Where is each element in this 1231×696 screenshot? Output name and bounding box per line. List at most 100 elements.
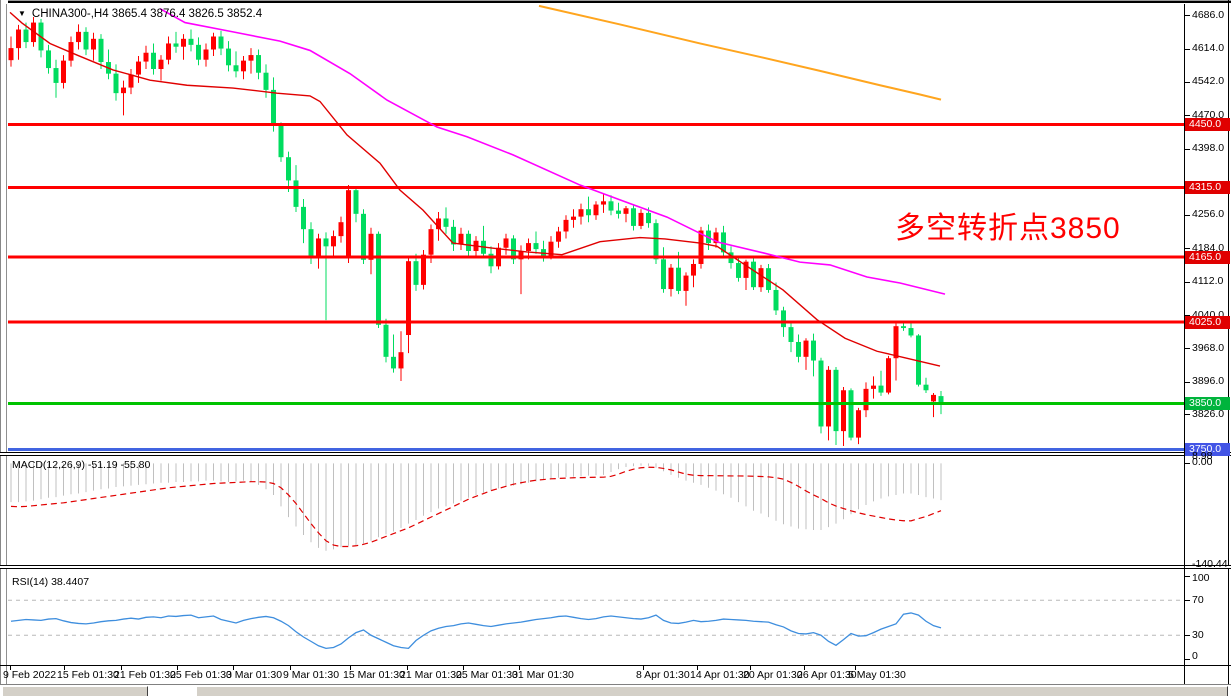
axis-tick-mark bbox=[290, 666, 291, 670]
candle-body bbox=[218, 36, 224, 49]
candle-body bbox=[203, 49, 209, 60]
minimized-window-1[interactable] bbox=[2, 686, 148, 696]
axis-tick-mark bbox=[1185, 248, 1190, 250]
axis-tick-mark bbox=[10, 666, 11, 670]
candle-body bbox=[166, 43, 171, 60]
candle-body bbox=[653, 223, 659, 260]
candle-body bbox=[743, 261, 749, 278]
candle-body bbox=[368, 233, 374, 260]
axis-tick-mark bbox=[1185, 281, 1190, 283]
candle-body bbox=[661, 259, 666, 290]
candle-body bbox=[758, 268, 764, 288]
candle-body bbox=[436, 218, 441, 230]
candle-body bbox=[871, 385, 876, 389]
price-tick-label: 4112.0 bbox=[1192, 275, 1224, 288]
date-label: 26 Apr 01:30 bbox=[797, 669, 857, 681]
candle-body bbox=[511, 238, 516, 260]
candle-body bbox=[646, 212, 651, 224]
candle-body bbox=[361, 213, 366, 260]
candle-body bbox=[593, 204, 599, 216]
orange-trendline[interactable] bbox=[538, 4, 942, 101]
panel-separator[interactable] bbox=[0, 452, 1231, 453]
axis-tick-mark bbox=[1185, 600, 1190, 602]
candle-body bbox=[563, 219, 569, 232]
price-badge[interactable]: 4315.0 bbox=[1185, 180, 1230, 194]
axis-tick-mark bbox=[233, 666, 234, 670]
candle-body bbox=[263, 72, 269, 90]
candle-body bbox=[233, 65, 239, 72]
price-badge[interactable]: 3850.0 bbox=[1185, 396, 1230, 410]
candle-body bbox=[98, 38, 104, 63]
axis-tick-mark bbox=[1185, 48, 1190, 50]
price-tick-label: 3826.0 bbox=[1192, 407, 1225, 420]
window-right-border bbox=[1228, 0, 1229, 696]
candle-body bbox=[788, 327, 794, 342]
candle-body bbox=[616, 210, 621, 214]
date-label: 25 Feb 01:30 bbox=[170, 669, 232, 681]
candle-body bbox=[53, 68, 59, 83]
candle-body bbox=[856, 410, 861, 438]
price-tick-label: 3968.0 bbox=[1192, 341, 1225, 354]
candle-body bbox=[923, 384, 929, 391]
candle-body bbox=[413, 261, 419, 285]
price-badge[interactable]: 4025.0 bbox=[1185, 315, 1230, 329]
axis-tick-mark bbox=[1185, 381, 1190, 383]
price-badge[interactable]: 4165.0 bbox=[1185, 250, 1230, 264]
candle-body bbox=[188, 38, 194, 45]
candle-body bbox=[158, 59, 164, 69]
candle-body bbox=[308, 229, 314, 256]
date-label: 3 Mar 01:30 bbox=[226, 669, 283, 681]
ma-red-line bbox=[9, 11, 941, 367]
candle-body bbox=[931, 394, 936, 402]
axis-tick-mark bbox=[804, 666, 805, 670]
candle-body bbox=[16, 29, 21, 49]
macd-signal-line bbox=[10, 466, 942, 548]
candle-body bbox=[803, 340, 809, 357]
macd-indicator-label: MACD(12,26,9) -51.19 -55.80 bbox=[12, 459, 151, 471]
candle-body bbox=[691, 263, 696, 276]
candle-body bbox=[556, 231, 561, 242]
candle-body bbox=[301, 206, 306, 230]
candle-body bbox=[23, 29, 29, 43]
date-label: 21 Feb 01:30 bbox=[114, 669, 176, 681]
dropdown-triangle-icon: ▼ bbox=[18, 9, 26, 18]
candle-body bbox=[533, 243, 539, 250]
candle-body bbox=[83, 31, 89, 50]
candle-body bbox=[586, 209, 591, 216]
price-badge[interactable]: 3750.0 bbox=[1185, 443, 1230, 457]
macd-axis-label: -140.44 bbox=[1192, 557, 1228, 570]
candle-body bbox=[916, 335, 921, 385]
rsi-axis-label: 30 bbox=[1192, 628, 1204, 641]
candle-body bbox=[376, 233, 381, 325]
candle-body bbox=[668, 267, 674, 290]
candle-body bbox=[443, 218, 449, 227]
candle-body bbox=[286, 157, 291, 181]
candle-body bbox=[466, 233, 471, 251]
candle-body bbox=[893, 326, 899, 359]
candle-body bbox=[601, 201, 606, 205]
candle-body bbox=[323, 238, 329, 247]
price-badge[interactable]: 4450.0 bbox=[1185, 118, 1230, 132]
price-tick-label: 4614.0 bbox=[1192, 42, 1225, 55]
date-label: 20 Apr 01:30 bbox=[743, 669, 803, 681]
candle-body bbox=[526, 243, 531, 251]
axis-tick-mark bbox=[750, 666, 751, 670]
panel-separator[interactable] bbox=[0, 565, 1231, 566]
axis-tick-mark bbox=[1185, 659, 1190, 660]
axis-tick-mark bbox=[1185, 348, 1190, 350]
candle-body bbox=[938, 396, 944, 403]
candle-body bbox=[518, 250, 524, 260]
candle-body bbox=[143, 52, 149, 62]
axis-tick-mark bbox=[1185, 15, 1190, 17]
axis-tick-mark bbox=[1185, 81, 1190, 83]
axis-tick-mark bbox=[1185, 214, 1190, 216]
annotation-text[interactable]: 多空转折点3850 bbox=[895, 212, 1121, 245]
price-tick-label: 4256.0 bbox=[1192, 208, 1225, 221]
panel-separator bbox=[0, 568, 1231, 569]
date-label: 8 Apr 01:30 bbox=[636, 669, 690, 681]
minimized-window-2[interactable] bbox=[196, 686, 1228, 696]
date-label: 31 Mar 01:30 bbox=[512, 669, 574, 681]
axis-tick-mark bbox=[1185, 635, 1190, 637]
axis-tick-mark bbox=[855, 666, 856, 670]
